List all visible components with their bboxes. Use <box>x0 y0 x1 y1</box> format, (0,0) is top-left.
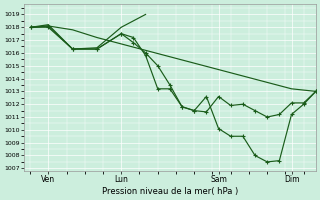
X-axis label: Pression niveau de la mer( hPa ): Pression niveau de la mer( hPa ) <box>102 187 238 196</box>
